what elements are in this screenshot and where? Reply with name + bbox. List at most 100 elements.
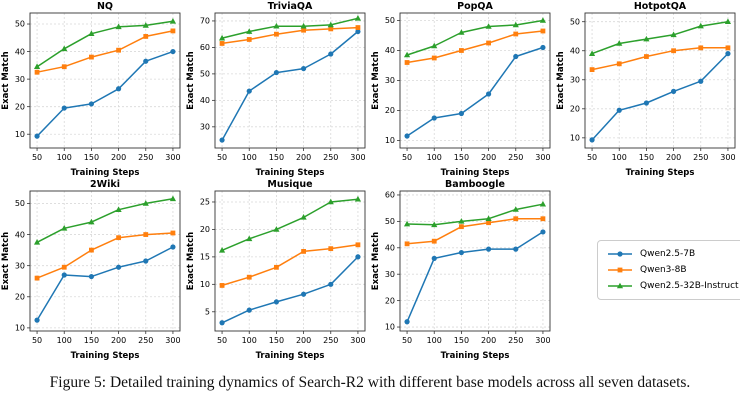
data-point: [616, 40, 623, 46]
data-point: [539, 200, 547, 207]
y-axis-label: Exact Match: [371, 232, 381, 290]
series-line: [407, 203, 544, 226]
x-tick-label: 100: [242, 336, 257, 345]
chart-musique: 50 100 150 200 250 300 5 10 15 20 25 Musique Trainin…: [186, 179, 366, 361]
chart-title: PopQA: [457, 1, 493, 12]
data-point: [169, 17, 177, 24]
chart-title: Bamboogle: [445, 179, 505, 190]
y-tick-label: 30: [385, 76, 395, 85]
data-point: [142, 22, 149, 28]
x-tick-label: 50: [217, 153, 227, 162]
y-tick-label: 60: [385, 191, 395, 200]
plot-frame: [29, 190, 181, 332]
data-point: [301, 27, 306, 33]
data-point: [540, 229, 546, 235]
x-tick-label: 200: [481, 336, 496, 345]
data-point: [670, 88, 677, 94]
y-tick-label: 25: [200, 198, 210, 207]
x-tick-label: 300: [165, 336, 180, 345]
series-line: [221, 198, 358, 251]
data-point: [219, 320, 225, 326]
x-tick-label: 250: [508, 336, 523, 345]
data-point: [486, 40, 491, 46]
data-point: [725, 45, 731, 51]
data-point: [246, 88, 252, 94]
data-point: [273, 299, 280, 305]
y-tick-label: 50: [385, 217, 395, 226]
x-tick-label: 150: [454, 336, 469, 345]
data-point: [219, 283, 225, 288]
data-point: [89, 247, 94, 253]
series-line: [36, 198, 174, 243]
chart-title: 2Wiki: [90, 179, 120, 190]
data-point: [328, 26, 334, 32]
data-point: [431, 55, 437, 61]
series-line: [406, 30, 543, 64]
data-point: [404, 319, 410, 325]
data-point: [88, 101, 95, 107]
series-line: [221, 244, 359, 287]
x-tick-label: 100: [427, 336, 442, 345]
series-line: [591, 53, 729, 141]
data-point: [643, 35, 650, 42]
data-point: [143, 232, 149, 237]
data-point: [458, 218, 465, 224]
data-point: [61, 64, 67, 70]
plot-frame: [584, 12, 736, 149]
chart-title: Musique: [267, 179, 312, 190]
y-tick-label: 10: [385, 323, 395, 332]
series-line: [591, 20, 729, 55]
data-point: [274, 31, 279, 37]
data-point: [143, 34, 149, 39]
x-tick-label: 200: [296, 153, 311, 162]
data-point: [485, 91, 492, 97]
data-point: [273, 22, 280, 29]
x-tick-label: 150: [269, 153, 284, 162]
subplot-row-top: 50 100 150 200 250 300 10 20 30 40 50 NQ Training St…: [0, 0, 740, 178]
y-tick-label: 40: [385, 243, 395, 252]
data-point: [115, 86, 122, 92]
y-tick-label: 30: [15, 261, 25, 270]
data-point: [34, 69, 40, 75]
x-tick-label: 100: [427, 153, 442, 162]
data-point: [61, 105, 67, 111]
data-point: [458, 110, 465, 117]
caption-area: Figure 5: Detailed training dynamics of …: [0, 361, 740, 404]
subplot-triviaqa: 50 100 150 200 250 300 30 40 50 60 70 TriviaQA Train…: [185, 0, 370, 178]
data-point: [33, 239, 41, 245]
data-point: [431, 221, 438, 228]
data-point: [431, 115, 437, 121]
data-point: [170, 48, 176, 55]
x-tick-label: 200: [666, 153, 681, 162]
data-point: [246, 28, 253, 34]
x-tick-label: 200: [296, 336, 311, 345]
y-tick-label: 30: [15, 75, 25, 84]
data-point: [671, 48, 676, 54]
x-tick-label: 300: [535, 153, 550, 162]
data-point: [355, 254, 361, 260]
data-point: [698, 45, 704, 51]
data-point: [300, 22, 307, 29]
data-point: [354, 14, 362, 21]
y-tick-label: 30: [385, 270, 395, 279]
y-tick-label: 30: [200, 123, 210, 132]
x-tick-label: 150: [639, 153, 654, 162]
data-point: [354, 195, 362, 202]
data-point: [169, 195, 177, 202]
data-point: [616, 61, 622, 67]
y-tick-label: 50: [570, 17, 580, 26]
y-axis-label: Exact Match: [371, 51, 381, 109]
x-axis-label: Training Steps: [256, 351, 325, 361]
data-point: [170, 28, 176, 34]
y-tick-label: 10: [570, 134, 580, 143]
plot-frame: [214, 190, 366, 332]
series-line: [406, 19, 544, 56]
legend-item: Qwen2.5-32B-Instruct: [606, 280, 739, 292]
data-point: [61, 272, 67, 278]
series-line: [591, 47, 728, 71]
data-point: [404, 60, 410, 65]
data-point: [328, 281, 334, 287]
data-point: [513, 216, 519, 222]
data-point: [644, 54, 649, 59]
